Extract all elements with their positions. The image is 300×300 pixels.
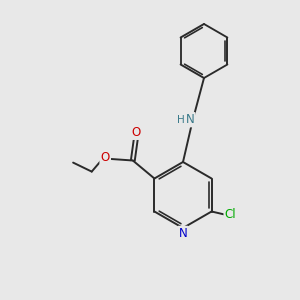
Text: O: O xyxy=(100,151,110,164)
Text: N: N xyxy=(186,113,194,126)
Text: H: H xyxy=(177,115,185,125)
Text: Cl: Cl xyxy=(225,208,236,221)
Text: O: O xyxy=(132,126,141,139)
Text: N: N xyxy=(178,227,188,240)
